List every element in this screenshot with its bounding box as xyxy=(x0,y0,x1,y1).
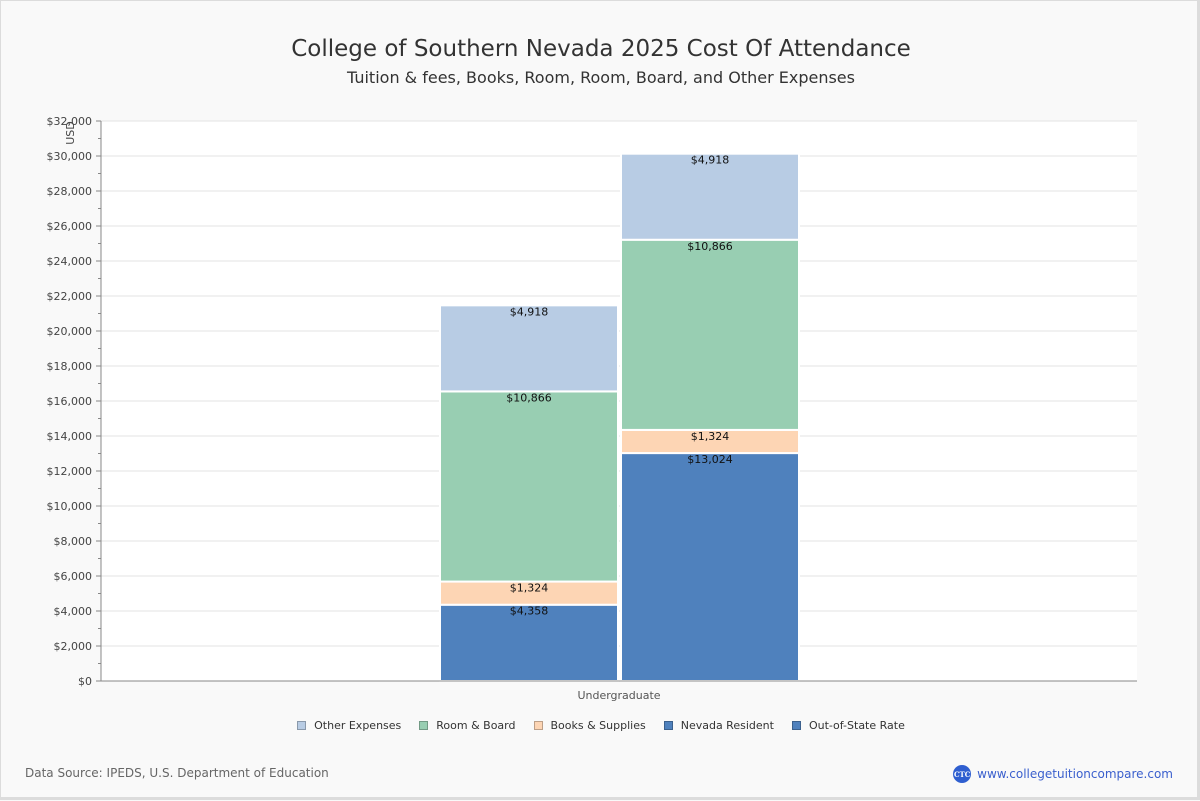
y-tick-label: $0 xyxy=(78,675,92,688)
data-label-nevada-resident-nevada-resident: $4,358 xyxy=(510,605,549,618)
x-category-label: Undergraduate xyxy=(577,689,660,702)
brand-link[interactable]: CTC www.collegetuitioncompare.com xyxy=(953,765,1173,783)
chart-subtitle: Tuition & fees, Books, Room, Room, Board… xyxy=(347,68,855,87)
y-tick-label: $30,000 xyxy=(47,150,93,163)
y-tick-label: $22,000 xyxy=(47,290,93,303)
legend-label: Nevada Resident xyxy=(680,719,774,732)
brand-url: www.collegetuitioncompare.com xyxy=(977,767,1173,781)
legend-swatch-room-board xyxy=(419,721,429,730)
data-label-out-of-state-rate-out-of-state-rate: $13,024 xyxy=(687,453,733,466)
ctc-logo-icon: CTC xyxy=(953,765,972,783)
legend-item-books-supplies[interactable]: Books & Supplies xyxy=(533,719,646,732)
y-tick-label: $28,000 xyxy=(47,185,93,198)
y-tick-label: $16,000 xyxy=(47,395,93,408)
data-label-out-of-state-rate-room-board: $10,866 xyxy=(687,240,733,253)
bar-stacks xyxy=(439,152,800,682)
y-tick-label: $32,000 xyxy=(47,115,93,128)
legend-swatch-out-of-state-rate xyxy=(791,721,801,730)
bar-segment-out-of-state-rate-out-of-state-rate[interactable] xyxy=(620,452,800,682)
chart-title: College of Southern Nevada 2025 Cost Of … xyxy=(291,36,911,62)
data-label-nevada-resident-other-expenses: $4,918 xyxy=(510,305,549,318)
data-labels: $4,358 $1,324 $10,866 $4,918 $13,024 $1,324 $1… xyxy=(506,154,733,618)
legend-item-nevada-resident[interactable]: Nevada Resident xyxy=(663,719,774,732)
y-tick-label: $10,000 xyxy=(47,500,93,513)
y-axis-title: USD xyxy=(64,121,77,145)
data-label-nevada-resident-room-board: $10,866 xyxy=(506,391,552,404)
y-axis: $0 $2,000 $4,000 $6,000 $8,000 $10,000 $12,000… xyxy=(47,115,102,688)
bar-segment-nevada-resident-other-expenses[interactable] xyxy=(439,304,619,393)
data-label-out-of-state-rate-books-supplies: $1,324 xyxy=(691,430,730,443)
data-label-nevada-resident-books-supplies: $1,324 xyxy=(510,582,549,595)
legend-label: Books & Supplies xyxy=(550,719,646,732)
data-source-note: Data Source: IPEDS, U.S. Department of E… xyxy=(25,766,329,780)
bar-segment-out-of-state-rate-room-board[interactable] xyxy=(620,238,800,431)
y-tick-label: $18,000 xyxy=(47,360,93,373)
y-tick-label: $14,000 xyxy=(47,430,93,443)
y-tick-label: $24,000 xyxy=(47,255,93,268)
legend-swatch-books-supplies xyxy=(533,721,543,730)
y-tick-label: $20,000 xyxy=(47,325,93,338)
legend-item-out-of-state-rate[interactable]: Out-of-State Rate xyxy=(791,719,905,732)
y-tick-label: $4,000 xyxy=(54,605,93,618)
y-tick-label: $8,000 xyxy=(54,535,93,548)
legend-item-other-expenses[interactable]: Other Expenses xyxy=(297,719,401,732)
legend-swatch-other-expenses xyxy=(297,721,307,730)
legend-label: Out-of-State Rate xyxy=(808,719,905,732)
bar-segment-nevada-resident-nevada-resident[interactable] xyxy=(439,603,619,682)
data-label-out-of-state-rate-other-expenses: $4,918 xyxy=(691,154,730,167)
y-tick-label: $26,000 xyxy=(47,220,93,233)
legend-item-room-board[interactable]: Room & Board xyxy=(419,719,516,732)
bar-segment-out-of-state-rate-other-expenses[interactable] xyxy=(620,152,800,241)
legend: Other Expenses Room & Board Books & Supp… xyxy=(1,719,1200,732)
legend-label: Room & Board xyxy=(436,719,516,732)
y-tick-label: $6,000 xyxy=(54,570,93,583)
legend-swatch-nevada-resident xyxy=(663,721,673,730)
y-tick-label: $2,000 xyxy=(54,640,93,653)
y-tick-label: $12,000 xyxy=(47,465,93,478)
bar-segment-nevada-resident-room-board[interactable] xyxy=(439,390,619,583)
legend-label: Other Expenses xyxy=(314,719,402,732)
